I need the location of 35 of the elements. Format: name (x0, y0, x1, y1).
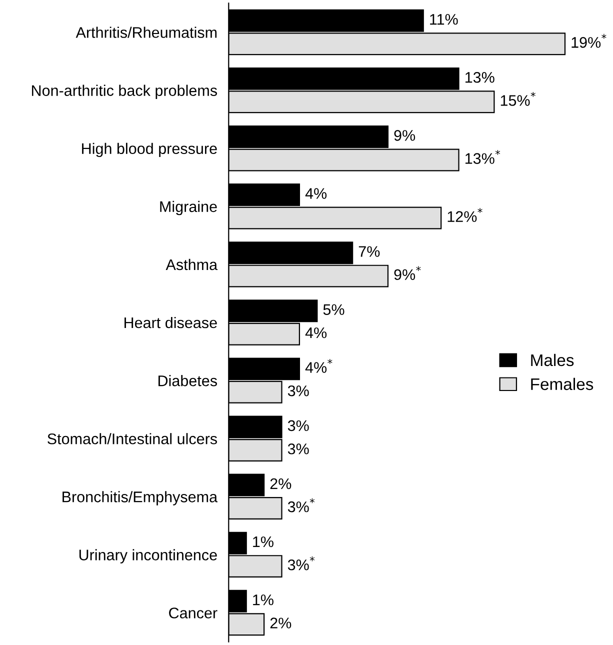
y-tick-label: Arthritis/Rheumatism (76, 26, 217, 38)
data-label: 15%$^{*}$ (500, 92, 536, 106)
y-tick-label: Asthma (166, 258, 218, 270)
data-label: 9%$^{*}$ (394, 266, 421, 280)
data-label: 3%$^{*}$ (288, 556, 315, 570)
data-label: 4%$^{*}$ (305, 358, 332, 373)
data-label: 19%$^{*}$ (572, 34, 606, 48)
data-label: 11% (430, 14, 458, 25)
data-label: 12%$^{*}$ (448, 208, 482, 222)
y-tick-label: Diabetes (158, 375, 217, 386)
data-label: 7% (358, 246, 380, 257)
y-tick-label: Stomach/Intestinal ulcers (48, 433, 217, 444)
y-tick-label: Non-arthritic back problems (32, 84, 217, 100)
y-tick-label: Urinary incontinence (79, 549, 217, 564)
y-tick-label: Heart disease (124, 316, 217, 328)
data-label: 2% (270, 618, 292, 628)
data-label: 1% (253, 536, 274, 548)
data-label: 1% (253, 594, 274, 606)
data-label: 3% (288, 443, 309, 454)
legend-label: Males (531, 354, 574, 366)
data-label: 9% (394, 130, 416, 141)
data-label: 13% (465, 72, 494, 83)
data-label: 2% (270, 478, 292, 490)
data-label: 4% (305, 327, 327, 338)
y-tick-label: Cancer (169, 608, 218, 618)
y-tick-label: Migraine (160, 200, 217, 216)
data-label: 3%$^{*}$ (288, 498, 315, 512)
legend-label: Females (531, 378, 594, 390)
data-label: 3% (288, 385, 309, 396)
data-label: 5% (323, 304, 344, 315)
y-tick-label: High blood pressure (82, 142, 217, 158)
data-label: 4% (305, 188, 327, 199)
data-label: 13%$^{*}$ (465, 150, 500, 164)
data-label: 3% (288, 420, 309, 432)
y-tick-label: Bronchitis/Emphysema (62, 491, 218, 506)
